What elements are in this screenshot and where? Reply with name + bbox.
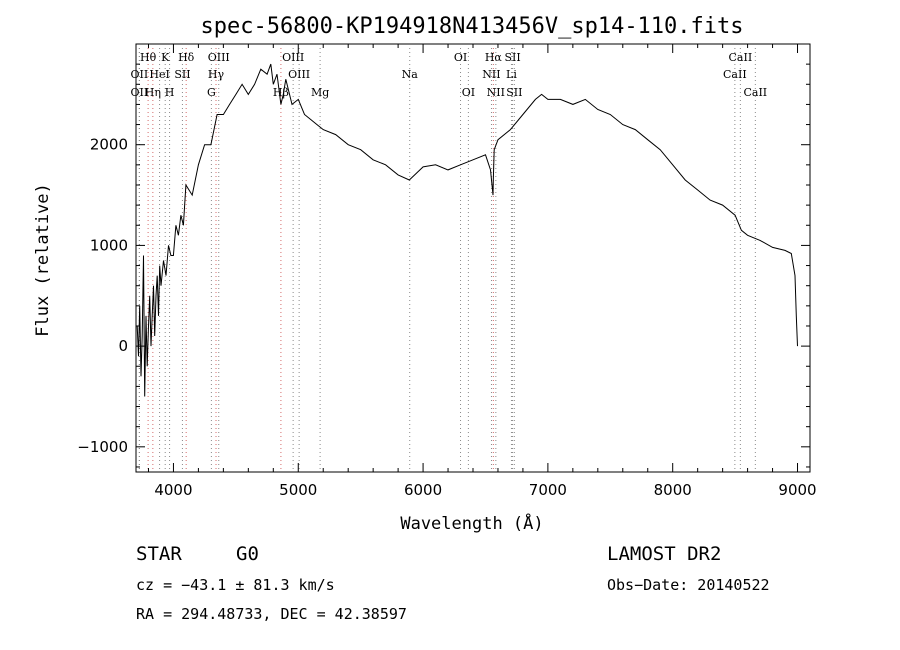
x-tick-label: 9000 (778, 481, 816, 499)
chart-title: spec-56800-KP194918N413456V_sp14-110.fit… (200, 14, 743, 39)
y-axis-label: Flux (relative) (33, 183, 53, 337)
x-tick-label: 7000 (529, 481, 567, 499)
spectral-line-label: Hβ (273, 86, 289, 99)
axis-ticks: 4000 5000 6000 7000 8000 9000 −1000 0 1000 2000 (77, 44, 817, 499)
object-class: STAR (136, 543, 182, 565)
spectral-line-label: OIII (288, 68, 310, 81)
spectrum-trace (136, 63, 798, 397)
spectral-line-label: CaII (729, 51, 753, 64)
spectral-line-label: OI (454, 51, 467, 64)
spectral-line-markers (138, 48, 756, 472)
spectral-line-label: OIII (282, 51, 304, 64)
spectral-line-label: Na (402, 68, 419, 81)
x-tick-label: 8000 (654, 481, 692, 499)
spectral-line-label: SII (504, 51, 520, 64)
y-tick-label: 0 (118, 337, 128, 355)
x-axis-label: Wavelength (Å) (400, 512, 543, 534)
spectral-line-label: Li (506, 68, 517, 81)
spectral-line-label: SII (174, 68, 190, 81)
spectral-line-label: H (165, 86, 175, 99)
y-tick-label: 2000 (90, 136, 128, 154)
spectral-line-label: G (207, 86, 216, 99)
spectral-line-label: Hα (485, 51, 503, 64)
spectral-line-label: Hδ (178, 51, 195, 64)
plot-frame (135, 43, 811, 473)
spectral-line-label: Mg (311, 86, 329, 99)
spectral-line-label: OII (131, 86, 149, 99)
spectral-line-label: HeI (149, 68, 169, 81)
x-tick-label: 5000 (279, 481, 317, 499)
spectral-line-label: Hθ (140, 51, 157, 64)
x-tick-label: 4000 (154, 481, 192, 499)
spectral-line-label: NII (487, 86, 505, 99)
y-tick-label: 1000 (90, 236, 128, 254)
redshift-cz: cz = −43.1 ± 81.3 km/s (136, 576, 335, 594)
y-tick-label: −1000 (77, 438, 128, 456)
spectral-line-label: NII (482, 68, 500, 81)
spectral-line-label: OII (131, 68, 149, 81)
spectral-line-label: CaII (743, 86, 767, 99)
spectral-line-label: OI (462, 86, 475, 99)
x-tick-label: 6000 (404, 481, 442, 499)
spectral-line-label: Hγ (208, 68, 225, 81)
coordinates: RA = 294.48733, DEC = 42.38597 (136, 605, 407, 623)
object-subclass: G0 (236, 543, 259, 565)
spectral-line-label: OIII (208, 51, 230, 64)
observation-date: Obs−Date: 20140522 (607, 576, 770, 594)
spectral-line-label: K (161, 51, 170, 64)
spectral-line-label: CaII (723, 68, 747, 81)
spectral-line-label: Hη (145, 86, 161, 99)
survey-name: LAMOST DR2 (607, 543, 721, 565)
spectral-line-label: SII (506, 86, 522, 99)
